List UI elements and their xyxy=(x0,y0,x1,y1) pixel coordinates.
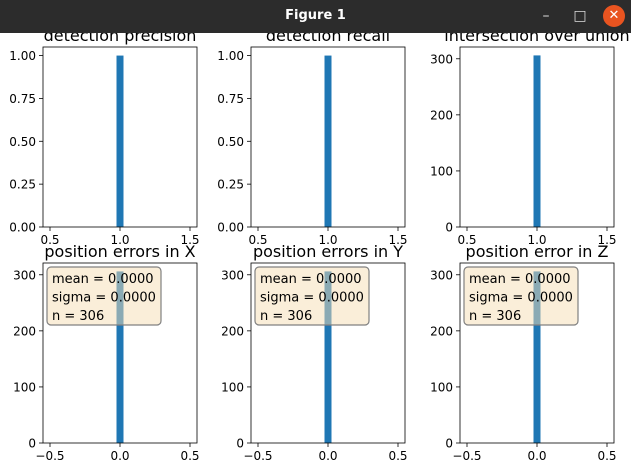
y-tick-label: 0.50 xyxy=(9,135,36,149)
subplot-title: position error in Z xyxy=(466,242,609,261)
y-tick-label: 200 xyxy=(221,324,244,338)
y-tick-label: 100 xyxy=(221,380,244,394)
histogram-bar xyxy=(116,271,124,443)
axes-frame xyxy=(459,46,615,228)
axes-frame xyxy=(42,262,198,444)
subplot-title: position errors in Y xyxy=(253,242,403,261)
y-tick-label: 0.00 xyxy=(9,221,36,235)
y-tick-label: 300 xyxy=(13,268,36,282)
x-tick-label: 0.5 xyxy=(457,233,476,247)
axes-frame xyxy=(250,262,406,444)
y-tick-label: 0.25 xyxy=(217,178,244,192)
x-tick-label: 1.5 xyxy=(388,233,407,247)
y-tick-label: 100 xyxy=(430,380,453,394)
histogram-bar xyxy=(533,55,541,227)
y-tick-label: 1.00 xyxy=(9,49,36,63)
x-tick-label: 1.5 xyxy=(597,233,616,247)
x-tick-label: 0.5 xyxy=(40,233,59,247)
window-titlebar[interactable]: Figure 1 – □ ✕ xyxy=(0,0,631,33)
y-tick-label: 100 xyxy=(13,380,36,394)
y-tick-label: 300 xyxy=(430,268,453,282)
stats-line: n = 306 xyxy=(469,309,521,324)
stats-box xyxy=(463,266,579,326)
subplot-title: position errors in X xyxy=(44,242,195,261)
x-tick-label: −0.5 xyxy=(452,449,481,463)
x-tick-label: −0.5 xyxy=(243,449,272,463)
subplot-title: detection precision xyxy=(44,33,197,45)
histogram-bar xyxy=(533,271,541,443)
window-title: Figure 1 xyxy=(285,8,346,23)
stats-line: mean = 0.0000 xyxy=(52,272,154,287)
y-tick-label: 300 xyxy=(221,268,244,282)
x-tick-label: −0.5 xyxy=(35,449,64,463)
minimize-button[interactable]: – xyxy=(542,8,550,24)
y-tick-label: 1.00 xyxy=(217,49,244,63)
y-tick-label: 0.25 xyxy=(9,178,36,192)
y-tick-label: 0 xyxy=(236,437,244,451)
stats-line: n = 306 xyxy=(52,309,104,324)
stats-line: sigma = 0.0000 xyxy=(260,291,364,306)
subplot-3: intersection over union 0.5 1.0 1.5 0 100 200 3… xyxy=(430,33,630,247)
x-tick-label: 0.5 xyxy=(248,233,267,247)
y-tick-label: 200 xyxy=(430,324,453,338)
stats-line: mean = 0.0000 xyxy=(469,272,571,287)
subplot-title: intersection over union xyxy=(444,33,629,45)
subplot-6: position error in Z −0.5 0.0 0.5 0 100 200 300 m… xyxy=(430,242,616,463)
y-tick-label: 200 xyxy=(430,108,453,122)
subplot-2: detection recall 0.5 1.0 1.5 0.00 0.25 0.50 0.7… xyxy=(217,33,407,247)
subplot-5: position errors in Y −0.5 0.0 0.5 0 100 200 300… xyxy=(221,242,407,463)
histogram-bar xyxy=(324,271,332,443)
y-tick-label: 0.50 xyxy=(217,135,244,149)
y-tick-label: 0 xyxy=(445,437,453,451)
figure-canvas: detection precision 0.5 1.0 1.5 0.00 0.25 0.50… xyxy=(0,33,631,470)
stats-line: sigma = 0.0000 xyxy=(469,291,573,306)
x-tick-label: 1.0 xyxy=(318,233,337,247)
stats-line: mean = 0.0000 xyxy=(260,272,362,287)
subplot-4: position errors in X −0.5 0.0 0.5 0 100 200 300… xyxy=(13,242,199,463)
x-tick-label: 0.0 xyxy=(318,449,337,463)
histogram-bar xyxy=(116,55,124,227)
y-tick-label: 0 xyxy=(28,437,36,451)
axes-frame xyxy=(459,262,615,444)
subplot-title: detection recall xyxy=(266,33,390,45)
y-tick-label: 0.75 xyxy=(9,92,36,106)
x-tick-label: 0.5 xyxy=(180,449,199,463)
y-tick-label: 100 xyxy=(430,164,453,178)
x-tick-label: 0.5 xyxy=(388,449,407,463)
y-tick-label: 0 xyxy=(445,221,453,235)
x-tick-label: 0.0 xyxy=(110,449,129,463)
axes-frame xyxy=(250,46,406,228)
x-tick-label: 1.5 xyxy=(180,233,199,247)
y-tick-label: 0.75 xyxy=(217,92,244,106)
subplot-1: detection precision 0.5 1.0 1.5 0.00 0.25 0.50… xyxy=(9,33,199,247)
y-tick-label: 200 xyxy=(13,324,36,338)
axes-frame xyxy=(42,46,198,228)
y-tick-label: 0.00 xyxy=(217,221,244,235)
stats-box xyxy=(254,266,370,326)
stats-box xyxy=(46,266,162,326)
x-tick-label: 0.5 xyxy=(597,449,616,463)
x-tick-label: 1.0 xyxy=(527,233,546,247)
x-tick-label: 0.0 xyxy=(527,449,546,463)
maximize-button[interactable]: □ xyxy=(573,8,587,24)
y-tick-label: 300 xyxy=(430,52,453,66)
close-button[interactable]: ✕ xyxy=(603,5,625,27)
histogram-bar xyxy=(324,55,332,227)
stats-line: sigma = 0.0000 xyxy=(52,291,156,306)
stats-line: n = 306 xyxy=(260,309,312,324)
x-tick-label: 1.0 xyxy=(110,233,129,247)
